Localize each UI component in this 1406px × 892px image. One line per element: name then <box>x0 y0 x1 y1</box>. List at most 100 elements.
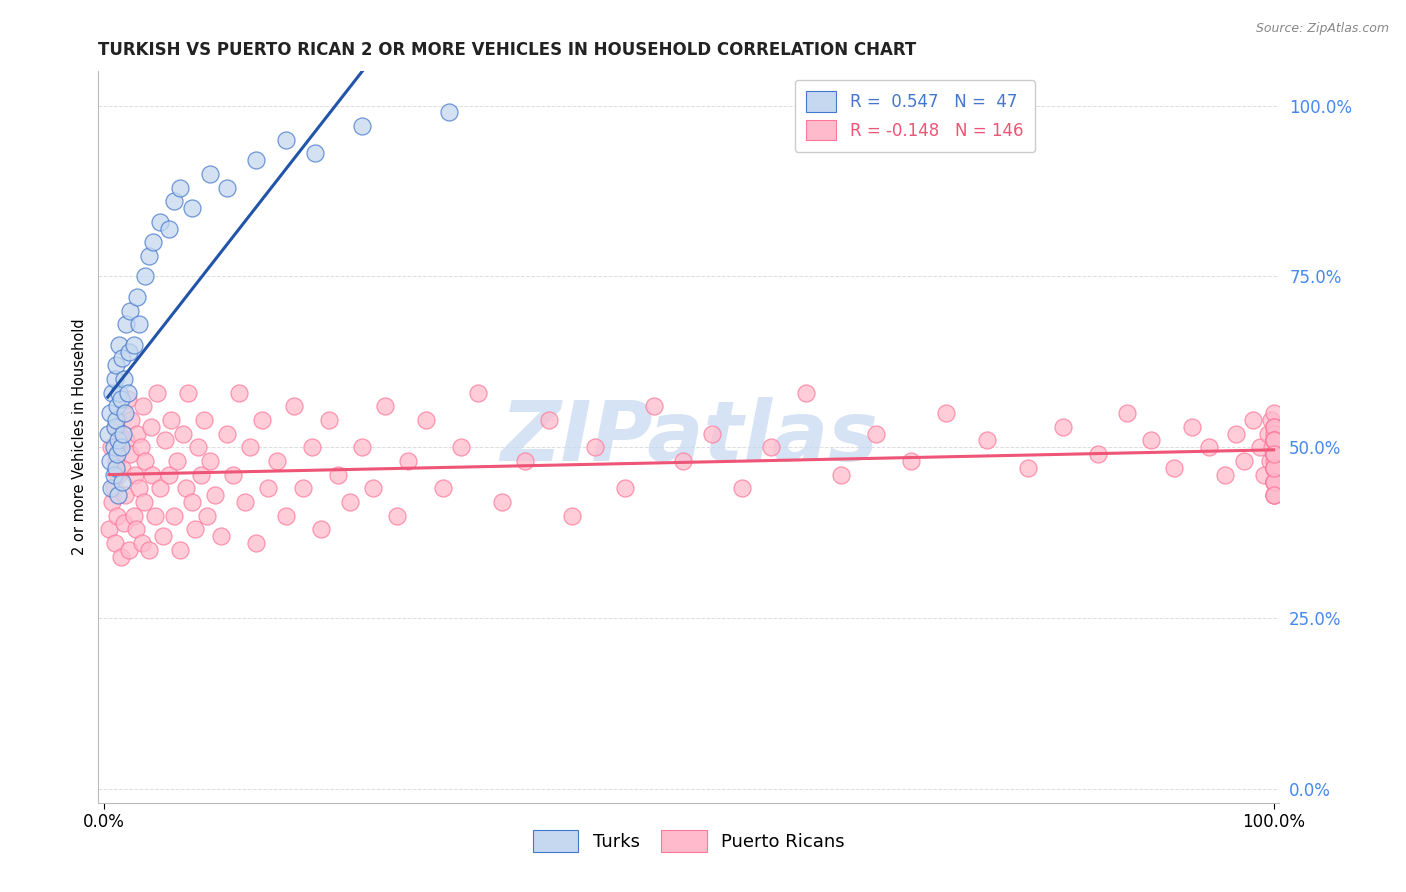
Point <box>1163 460 1185 475</box>
Point <box>169 542 191 557</box>
Point <box>561 508 583 523</box>
Point <box>131 536 153 550</box>
Point <box>613 481 636 495</box>
Point <box>104 420 127 434</box>
Point <box>1263 434 1285 448</box>
Point <box>1261 440 1284 454</box>
Point <box>1263 420 1285 434</box>
Point <box>118 542 141 557</box>
Point <box>374 400 396 414</box>
Point <box>318 413 340 427</box>
Point <box>124 467 146 482</box>
Point <box>266 454 288 468</box>
Point <box>1263 434 1285 448</box>
Point <box>139 420 162 434</box>
Point <box>1263 434 1285 448</box>
Point <box>104 454 127 468</box>
Point <box>160 413 183 427</box>
Point <box>239 440 262 454</box>
Point <box>1017 460 1039 475</box>
Point <box>108 338 131 352</box>
Point <box>304 146 326 161</box>
Point <box>1263 460 1285 475</box>
Point <box>350 440 373 454</box>
Point <box>1263 475 1285 489</box>
Point <box>730 481 752 495</box>
Point <box>1263 488 1285 502</box>
Point <box>128 481 150 495</box>
Point <box>301 440 323 454</box>
Point <box>1263 475 1285 489</box>
Point <box>215 426 238 441</box>
Point <box>1263 460 1285 475</box>
Point <box>1263 460 1285 475</box>
Point <box>643 400 665 414</box>
Point <box>108 426 131 441</box>
Point <box>117 392 139 407</box>
Point <box>122 338 145 352</box>
Point <box>1263 447 1285 461</box>
Point <box>198 167 221 181</box>
Text: Source: ZipAtlas.com: Source: ZipAtlas.com <box>1256 22 1389 36</box>
Text: ZIPatlas: ZIPatlas <box>501 397 877 477</box>
Point <box>1263 475 1285 489</box>
Point <box>152 529 174 543</box>
Point <box>101 385 124 400</box>
Point <box>1253 467 1275 482</box>
Text: TURKISH VS PUERTO RICAN 2 OR MORE VEHICLES IN HOUSEHOLD CORRELATION CHART: TURKISH VS PUERTO RICAN 2 OR MORE VEHICL… <box>98 41 917 59</box>
Point <box>157 221 180 235</box>
Point <box>439 105 461 120</box>
Point <box>1263 447 1285 461</box>
Point <box>111 460 134 475</box>
Point <box>515 454 537 468</box>
Point <box>222 467 245 482</box>
Point <box>1263 488 1285 502</box>
Point <box>166 454 188 468</box>
Point <box>111 426 134 441</box>
Point <box>1263 447 1285 461</box>
Point <box>1263 406 1285 420</box>
Point <box>177 385 200 400</box>
Point <box>107 467 129 482</box>
Point <box>100 440 122 454</box>
Point <box>172 426 194 441</box>
Point <box>107 488 129 502</box>
Point <box>101 495 124 509</box>
Point <box>125 522 148 536</box>
Point <box>274 133 297 147</box>
Point <box>976 434 998 448</box>
Point <box>432 481 454 495</box>
Point <box>112 516 135 530</box>
Point <box>163 508 186 523</box>
Point <box>98 454 121 468</box>
Point <box>537 413 560 427</box>
Point <box>339 495 361 509</box>
Point <box>190 467 212 482</box>
Point <box>104 413 127 427</box>
Point <box>450 440 472 454</box>
Point <box>149 215 172 229</box>
Point <box>104 372 127 386</box>
Point <box>204 488 226 502</box>
Point <box>215 180 238 194</box>
Point <box>245 153 267 168</box>
Point <box>105 400 128 414</box>
Point <box>491 495 513 509</box>
Point <box>122 508 145 523</box>
Point <box>134 269 156 284</box>
Y-axis label: 2 or more Vehicles in Household: 2 or more Vehicles in Household <box>72 318 87 556</box>
Point <box>759 440 782 454</box>
Point <box>1263 434 1285 448</box>
Point <box>900 454 922 468</box>
Point <box>209 529 232 543</box>
Point <box>149 481 172 495</box>
Point <box>115 434 138 448</box>
Point <box>115 318 138 332</box>
Point <box>865 426 887 441</box>
Point <box>104 460 127 475</box>
Point <box>1233 454 1256 468</box>
Point <box>1258 454 1281 468</box>
Point <box>1181 420 1204 434</box>
Point <box>125 290 148 304</box>
Point <box>250 413 273 427</box>
